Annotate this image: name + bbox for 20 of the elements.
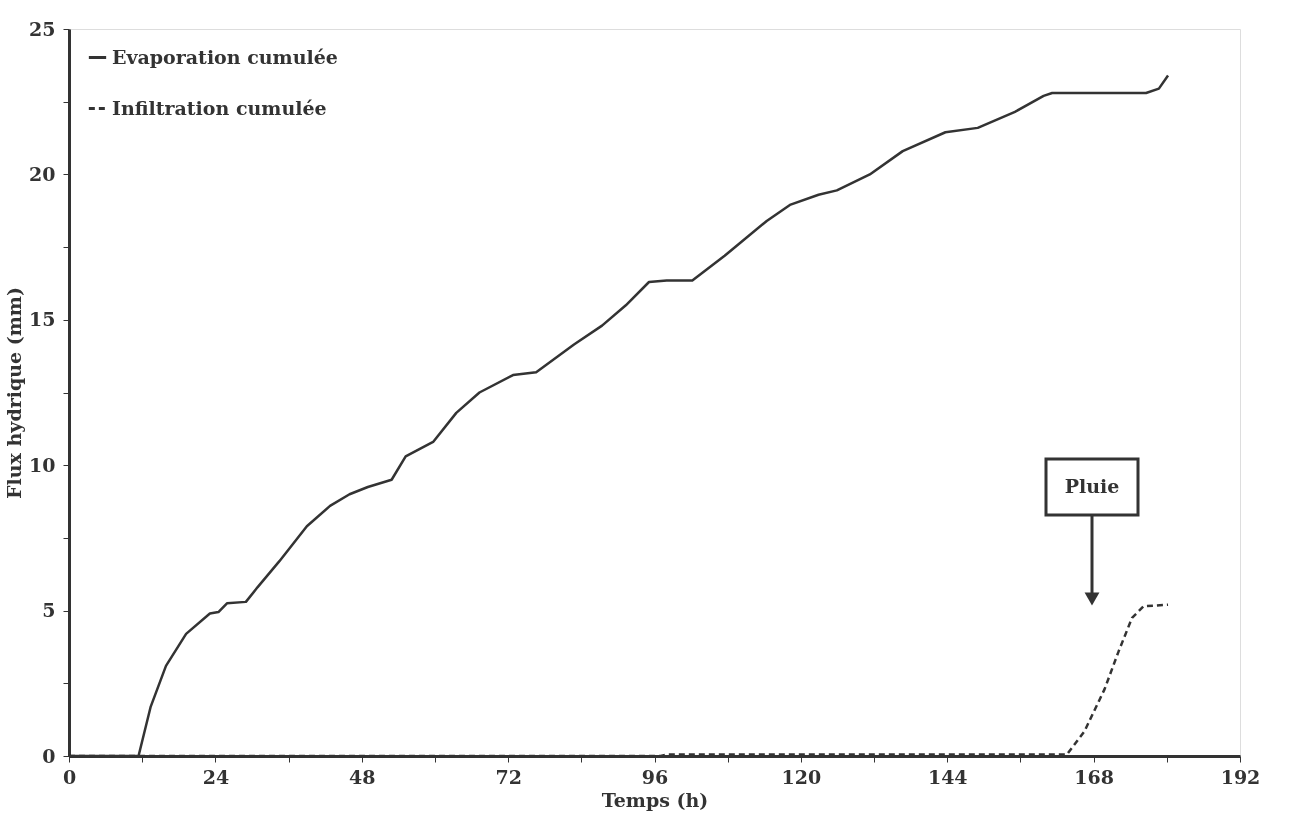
- x-tick-label: 72: [495, 765, 522, 788]
- x-axis-title: Temps (h): [601, 788, 709, 811]
- legend-label: Infiltration cumulée: [112, 96, 327, 119]
- y-tick-label: 5: [42, 599, 56, 622]
- legend-label: Evaporation cumulée: [112, 45, 338, 68]
- x-tick-label: 120: [781, 765, 822, 788]
- y-tick-label: 25: [29, 17, 56, 40]
- x-tick-label: 48: [349, 765, 376, 788]
- y-axis-title: Flux hydrique (mm): [3, 287, 26, 499]
- x-tick-label: 96: [641, 765, 669, 788]
- y-tick-label: 0: [42, 744, 56, 767]
- y-tick-label: 20: [29, 162, 56, 185]
- x-tick-label: 24: [202, 765, 230, 788]
- y-tick-label: 15: [29, 308, 56, 331]
- annotation: Pluie: [1064, 475, 1120, 497]
- x-tick-label: 192: [1220, 765, 1261, 788]
- y-tick-label: 10: [29, 453, 56, 476]
- x-tick-label: 0: [62, 765, 77, 788]
- x-tick-label: 144: [927, 765, 968, 788]
- x-tick-label: 168: [1074, 765, 1114, 788]
